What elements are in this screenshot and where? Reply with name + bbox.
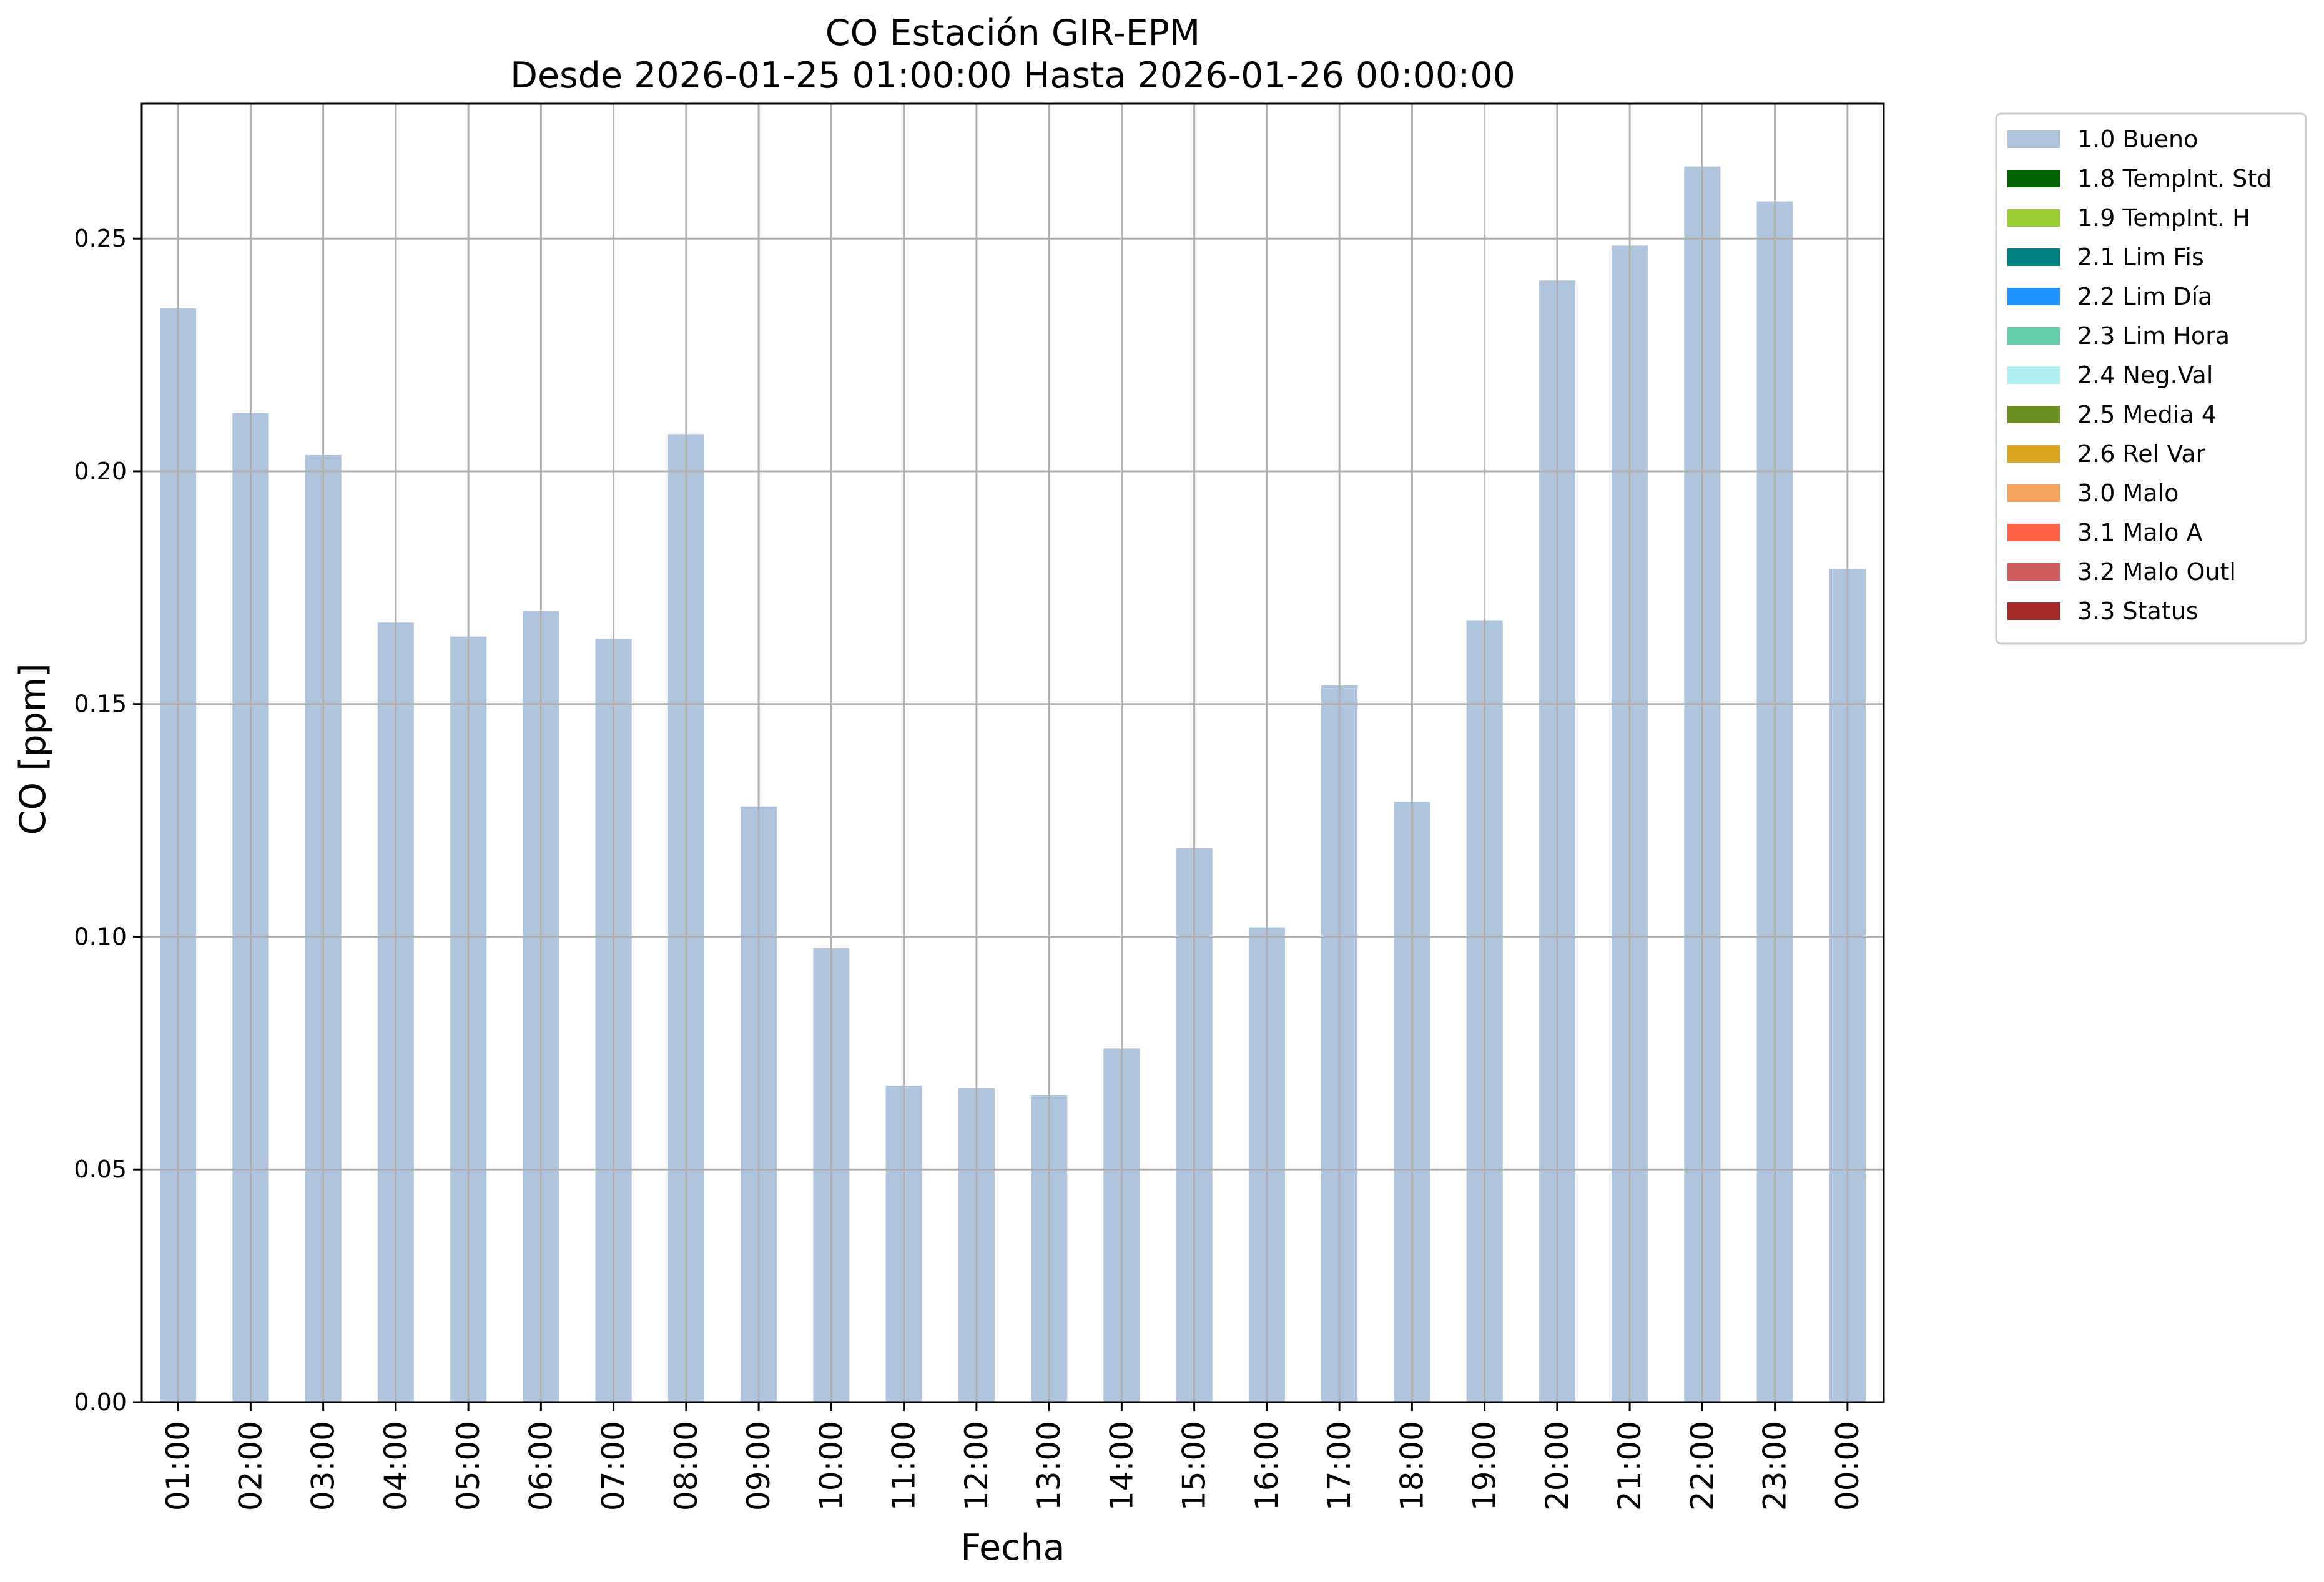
x-tick-label: 19:00 [1467,1421,1503,1511]
x-tick-label: 12:00 [958,1421,995,1511]
legend-swatch [2007,170,2060,187]
x-tick-label: 17:00 [1321,1421,1357,1511]
legend-swatch [2007,209,2060,227]
x-tick-label: 06:00 [523,1421,559,1511]
plot-area [142,104,1884,1402]
legend-swatch [2007,130,2060,148]
x-axis-label: Fecha [960,1527,1065,1568]
plot-background [142,104,1884,1402]
legend-label: 1.0 Bueno [2077,125,2198,153]
legend-box [1995,112,2307,645]
legend-swatch [2007,327,2060,345]
grid-lines [142,104,1884,1403]
y-tick-label: 0.25 [74,225,127,252]
x-tick-label: 16:00 [1249,1421,1285,1511]
x-tick-label: 02:00 [232,1421,268,1511]
legend-swatch [2007,366,2060,384]
x-tick-label: 22:00 [1684,1421,1720,1511]
x-tick-label: 14:00 [1103,1421,1140,1511]
y-tick-label: 0.20 [74,458,127,485]
legend: 1.0 Bueno 1.8 TempInt. Std 1.9 TempInt. H 2… [1995,112,2307,645]
x-tick-label: 21:00 [1612,1421,1648,1511]
chart-subtitle: Desde 2026-01-25 01:00:00 Hasta 2026-01-… [510,55,1515,96]
x-tick-label: 00:00 [1829,1421,1866,1511]
x-tick-label: 10:00 [813,1421,849,1511]
y-tick-label: 0.05 [74,1156,127,1183]
x-tick-label: 08:00 [668,1421,704,1511]
x-tick-label: 23:00 [1757,1421,1793,1511]
y-tick-label: 0.10 [74,923,127,950]
legend-label: 2.1 Lim Fis [2077,243,2204,271]
x-tick-label: 09:00 [741,1421,777,1511]
legend-swatch [2007,406,2060,423]
x-axis-ticks: 01:00 02:00 03:00 04:00 05:00 06:00 07:00 08:00… [160,1402,1866,1511]
x-tick-label: 03:00 [305,1421,342,1511]
x-tick-label: 07:00 [596,1421,632,1511]
legend-swatch [2007,445,2060,463]
legend-label: 3.2 Malo Outl [2077,558,2236,586]
legend-label: 1.9 TempInt. H [2077,204,2250,232]
x-tick-label: 04:00 [378,1421,414,1511]
chart-title: CO Estación GIR-EPM [825,12,1200,54]
y-tick-label: 0.15 [74,690,127,718]
legend-swatch [2007,484,2060,502]
legend-label: 3.1 Malo A [2077,519,2202,546]
plot-frame [140,102,1885,1403]
x-tick-label: 13:00 [1031,1421,1067,1511]
legend-swatch [2007,288,2060,305]
axes-frame [140,102,1885,1403]
legend-swatch [2007,248,2060,266]
legend-label: 1.8 TempInt. Std [2077,165,2272,192]
legend-swatch [2007,563,2060,581]
y-axis-ticks: 0.00 0.05 0.10 0.15 0.20 0.25 [74,225,142,1416]
x-tick-label: 01:00 [160,1421,196,1511]
y-axis-label: CO [ppm] [12,663,54,835]
x-tick-label: 15:00 [1176,1421,1213,1511]
legend-label: 3.3 Status [2077,597,2198,625]
legend-label: 3.0 Malo [2077,479,2179,507]
legend-label: 2.6 Rel Var [2077,440,2206,468]
x-tick-label: 05:00 [450,1421,486,1511]
legend-label: 2.3 Lim Hora [2077,322,2230,350]
y-tick-label: 0.00 [74,1388,127,1416]
legend-label: 2.4 Neg.Val [2077,361,2213,389]
x-tick-label: 18:00 [1394,1421,1430,1511]
legend-label: 2.5 Media 4 [2077,401,2217,428]
legend-swatch [2007,524,2060,541]
x-tick-label: 20:00 [1539,1421,1575,1511]
x-tick-label: 11:00 [886,1421,922,1511]
legend-label: 2.2 Lim Día [2077,283,2212,310]
legend-swatch [2007,602,2060,620]
